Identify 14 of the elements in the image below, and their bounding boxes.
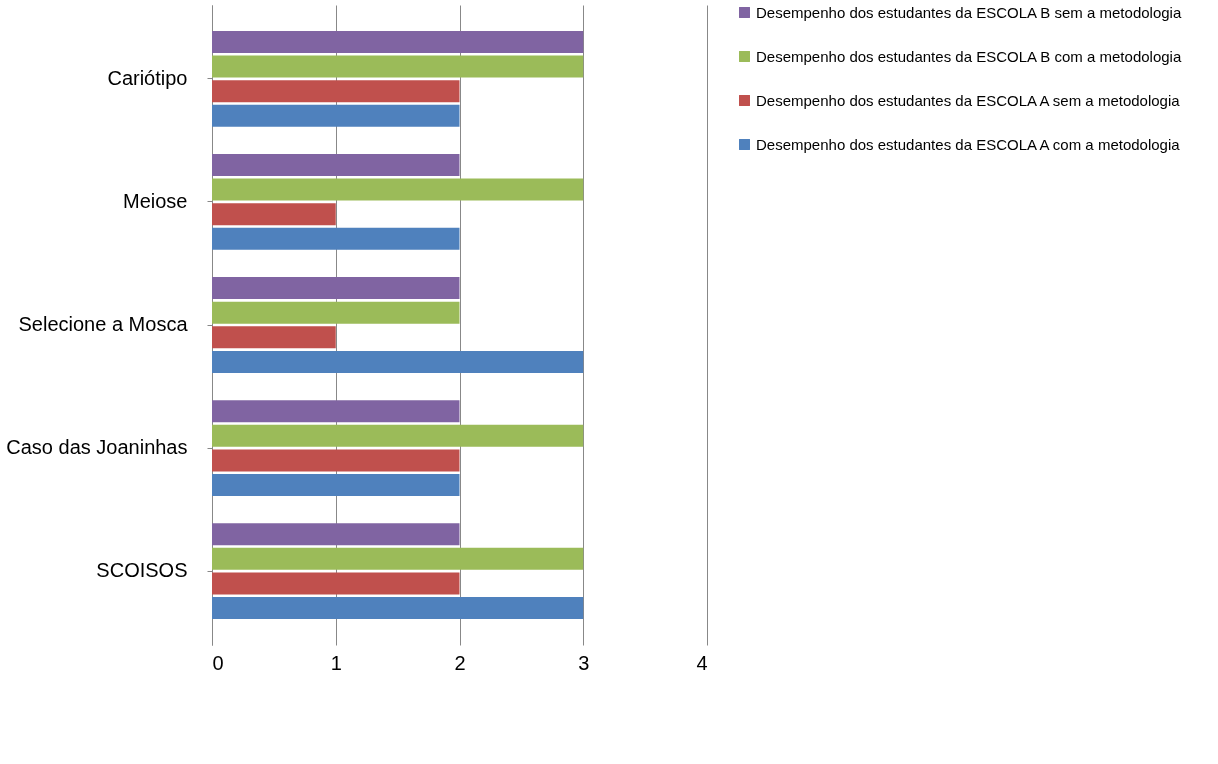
y-tick-label: SCOISOS (96, 559, 188, 582)
x-tick-label: 4 (696, 651, 708, 674)
y-tick-label: Selecione a Mosca (18, 313, 189, 335)
legend-label: Desempenho dos estudantes da ESCOLA A sem a metodologia (756, 91, 1181, 109)
y-tick-label: Meiose (123, 189, 188, 212)
x-tick-label: 3 (578, 651, 590, 674)
y-tick-label: Caso das Joaninhas (6, 436, 188, 459)
x-tick-label: 0 (212, 651, 224, 674)
legend-label: Desempenho dos estudantes da ESCOLA B com a metodologia (756, 47, 1182, 65)
x-tick-label: 2 (454, 651, 466, 674)
y-tick-label: Cariótipo (107, 66, 188, 89)
legend-label: Desempenho dos estudantes da ESCOLA A com a metodologia (756, 135, 1181, 153)
x-tick-label: 1 (330, 651, 342, 674)
legend-label: Desempenho dos estudantes da ESCOLA B sem a metodologia (756, 3, 1182, 21)
